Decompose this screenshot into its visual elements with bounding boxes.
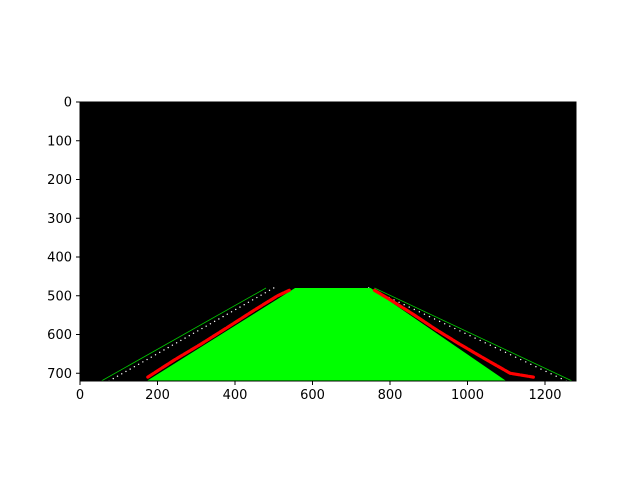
- edge-pixel: [484, 342, 486, 344]
- edge-pixel: [418, 311, 421, 313]
- x-tick-label: 200: [145, 388, 170, 403]
- x-tick-label: 800: [378, 388, 403, 403]
- edge-pixel: [235, 308, 237, 311]
- edge-pixel: [243, 303, 245, 306]
- edge-pixel: [112, 377, 114, 380]
- x-tick-label: 1000: [451, 388, 484, 403]
- edge-pixel: [504, 351, 507, 354]
- axes-frame: [79, 101, 577, 382]
- edge-pixel: [494, 346, 497, 349]
- edge-pixel: [535, 365, 537, 368]
- x-tick-label: 400: [223, 388, 248, 403]
- edge-pixel: [175, 342, 178, 344]
- edge-pixel: [428, 315, 431, 318]
- edge-pixel: [433, 318, 436, 320]
- edge-pixel: [520, 358, 522, 361]
- edge-pixel: [555, 375, 557, 377]
- edge-pixel: [423, 313, 426, 315]
- edge-pixel: [201, 327, 203, 330]
- edge-pixel: [499, 349, 502, 351]
- edge-pixel: [403, 303, 405, 306]
- edge-pixel: [125, 370, 127, 373]
- edge-pixel: [218, 318, 220, 320]
- edge-pixel: [459, 330, 461, 332]
- x-tick-label: 600: [300, 388, 325, 403]
- left-lane-pixels: [146, 288, 291, 379]
- edge-pixel: [213, 320, 216, 323]
- y-tick-label: 400: [47, 251, 72, 266]
- edge-pixel: [137, 363, 140, 366]
- plot-area: [79, 101, 577, 382]
- edge-pixel: [184, 337, 186, 339]
- edge-pixel: [540, 368, 542, 370]
- edge-pixel: [116, 375, 119, 377]
- edge-pixel: [545, 370, 547, 373]
- edge-pixel: [129, 368, 131, 370]
- edge-pixel: [268, 289, 271, 292]
- edge-pixel: [474, 337, 476, 339]
- y-tick-label: 600: [47, 328, 72, 343]
- edge-pixel: [413, 308, 415, 311]
- edge-pixel: [192, 332, 195, 335]
- edge-pixel: [479, 339, 481, 342]
- y-tick-label: 300: [47, 212, 72, 227]
- edge-pixel: [408, 306, 410, 308]
- edge-pixel: [560, 377, 562, 380]
- edge-pixel: [159, 351, 161, 354]
- edge-pixel: [514, 356, 517, 358]
- edge-pixel: [121, 373, 123, 375]
- y-tick-label: 500: [47, 289, 72, 304]
- edge-pixel: [251, 299, 254, 301]
- edge-pixel: [398, 301, 400, 304]
- edge-pixel: [205, 325, 207, 327]
- edge-pixel: [273, 287, 275, 289]
- edge-pixel: [443, 323, 446, 325]
- edge-pixel: [209, 323, 212, 325]
- x-axis: 0 200 400 600 800 1000 1200: [76, 381, 562, 403]
- edge-pixel: [550, 373, 552, 375]
- edge-pixel: [167, 346, 169, 349]
- x-tick-label: 1200: [528, 388, 561, 403]
- edge-pixel: [226, 313, 228, 315]
- edge-pixel: [188, 334, 190, 337]
- edge-pixel: [154, 354, 157, 356]
- edge-pixel: [438, 320, 441, 323]
- edge-pixel: [222, 315, 224, 318]
- edge-pixel: [133, 365, 136, 368]
- edge-pixel: [163, 349, 165, 351]
- edge-pixel: [247, 301, 250, 304]
- edge-pixel: [454, 327, 456, 330]
- edge-pixel: [230, 311, 233, 313]
- y-tick-label: 0: [64, 96, 72, 111]
- edge-pixel: [171, 344, 174, 346]
- edge-pixel: [525, 361, 527, 363]
- y-tick-label: 100: [47, 134, 72, 149]
- lane-area: [146, 288, 507, 381]
- edge-pixel: [180, 339, 182, 342]
- edge-pixel: [489, 344, 492, 346]
- edge-pixel: [142, 361, 144, 363]
- right-search-window-edge: [374, 287, 573, 382]
- edge-pixel: [464, 332, 466, 335]
- edge-pixel: [150, 356, 152, 358]
- edge-pixel: [449, 325, 451, 327]
- edge-pixel: [239, 306, 241, 308]
- y-tick-label: 200: [47, 173, 72, 188]
- left-search-window-edge: [101, 287, 267, 382]
- edge-pixel: [264, 292, 267, 294]
- edge-pixel: [509, 354, 512, 356]
- edge-pixel: [197, 330, 199, 332]
- edge-pixel: [260, 294, 262, 296]
- edge-pixel: [256, 296, 258, 299]
- edge-pixel: [146, 358, 148, 361]
- edge-pixel: [530, 363, 532, 366]
- edge-pixel: [469, 334, 471, 337]
- y-tick-label: 700: [47, 367, 72, 382]
- right-lane-pixels: [372, 288, 535, 379]
- y-axis: 0 100 200 300 400 500 600 700: [47, 96, 80, 382]
- x-tick-label: 0: [76, 388, 84, 403]
